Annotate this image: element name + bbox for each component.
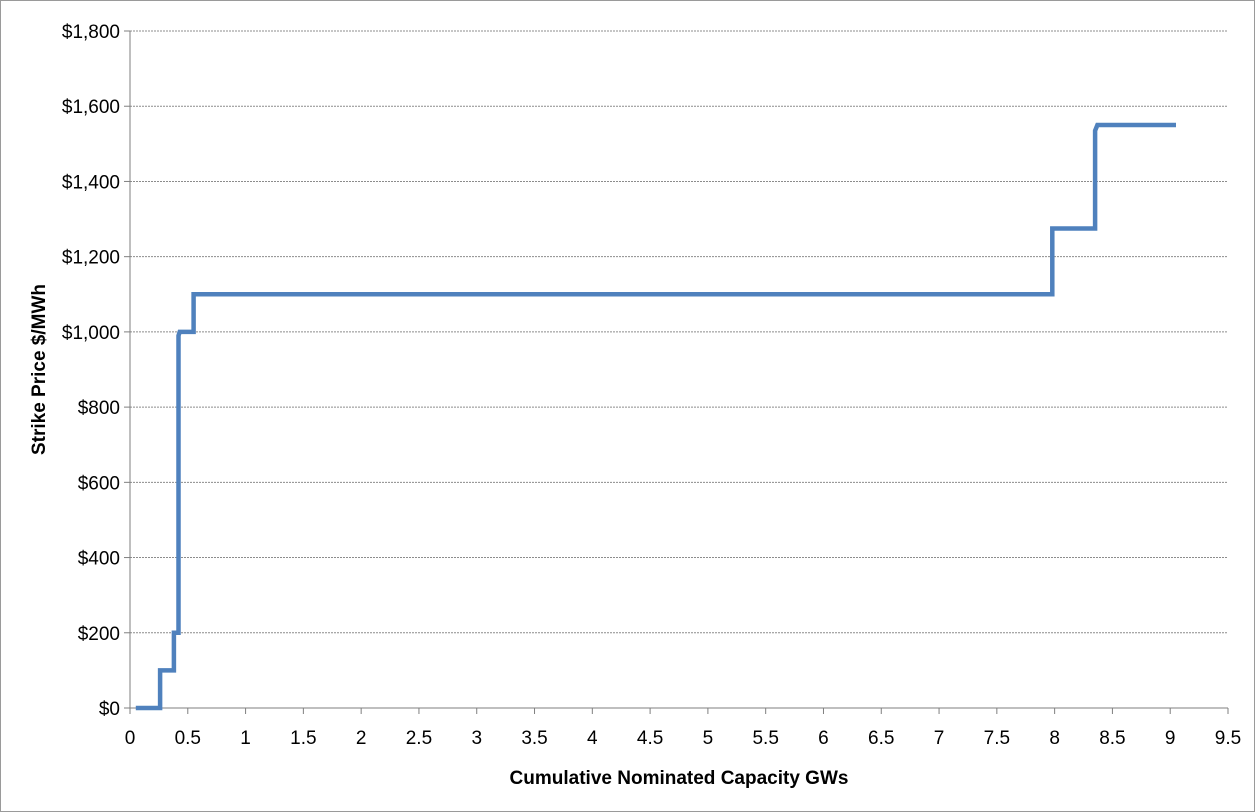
x-tick-label: 6.5 [868, 728, 894, 749]
x-tick-label: 2.5 [406, 728, 432, 749]
y-tick-label: $1,600 [62, 97, 120, 118]
series-layer [135, 122, 1176, 711]
x-tick-label: 3.5 [521, 728, 547, 749]
x-tick-label: 2 [356, 728, 367, 749]
x-tick-label: 3 [471, 728, 482, 749]
y-tick-label: $1,800 [62, 22, 120, 43]
y-tick-label: $600 [78, 473, 120, 494]
y-tick-label: $400 [78, 549, 120, 570]
y-tick-label: $1,000 [62, 323, 120, 344]
y-axis-title: Strike Price $/MWh [29, 284, 50, 455]
x-tick-label: 0 [125, 728, 136, 749]
x-tick-label: 7.5 [984, 728, 1010, 749]
x-tick-label: 5 [703, 728, 714, 749]
y-tick-label: $0 [99, 699, 120, 720]
x-tick-label: 6 [818, 728, 829, 749]
y-tick-label: $200 [78, 624, 120, 645]
y-tick-label: $800 [78, 398, 120, 419]
x-axis-title: Cumulative Nominated Capacity GWs [510, 768, 849, 789]
x-tick-label: 5.5 [752, 728, 778, 749]
axes [124, 30, 1229, 714]
x-tick-label: 8 [1049, 728, 1060, 749]
x-tick-label: 0.5 [175, 728, 201, 749]
tick-labels: $0 $200 $400 $600 $800 $1,000 $1,200 $1,400 $1,6… [62, 22, 1241, 749]
x-tick-label: 9 [1165, 728, 1176, 749]
y-tick-label: $1,400 [62, 172, 120, 193]
strike-price-step-line [135, 122, 1176, 711]
x-tick-label: 4 [587, 728, 598, 749]
x-tick-label: 4.5 [637, 728, 663, 749]
x-tick-label: 9.5 [1215, 728, 1241, 749]
x-tick-label: 1.5 [290, 728, 316, 749]
gridlines [130, 30, 1228, 634]
y-tick-label: $1,200 [62, 248, 120, 269]
x-tick-label: 7 [934, 728, 945, 749]
x-tick-label: 8.5 [1099, 728, 1125, 749]
x-tick-label: 1 [240, 728, 251, 749]
